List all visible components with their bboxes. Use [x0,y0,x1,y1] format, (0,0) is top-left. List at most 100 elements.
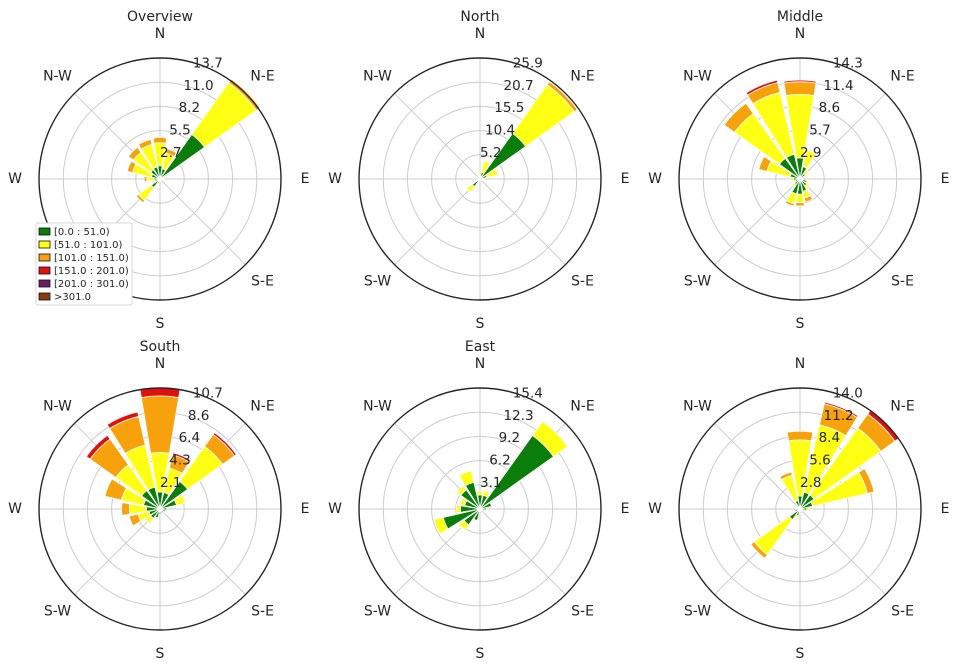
direction-label: W [8,171,22,187]
grid-spoke [714,178,801,265]
radial-tick-label: 5.2 [480,145,501,161]
bar-segment [128,513,142,527]
direction-label: S [156,646,165,662]
direction-label: W [8,501,22,517]
polar-frame [678,57,922,301]
direction-label: N-E [890,68,914,84]
radial-tick-label: 13.7 [193,56,223,72]
direction-label: S [796,646,805,662]
chart-title: Middle [777,9,823,25]
radial-tick-label: 5.6 [809,453,830,469]
grid-spoke [799,508,886,595]
windrose-panel-4: 2.1 4.3 6.4 8.6 10.7 N N-E E S-E S S-W W N-W South [8,339,309,662]
bar-segment [459,497,468,506]
bar-segment [162,175,167,179]
direction-label: N-W [43,68,72,84]
radial-tick-label: 20.7 [504,78,534,94]
polar-frame [38,387,282,631]
legend-swatch [38,279,51,288]
radial-tick-label: 5.5 [169,123,190,139]
bar-segment [723,102,754,133]
radial-tick-label: 14.0 [833,386,863,402]
legend-swatch [38,227,51,236]
bar-segment [135,193,146,204]
radial-tick-label: 8.2 [179,100,200,116]
direction-label: S [476,316,485,332]
bar-segment [531,420,569,458]
legend-label: [51.0 : 101.0) [54,240,123,251]
direction-label: N-W [363,68,392,84]
legend-label: [0.0 : 51.0) [54,227,110,238]
grid-spoke [479,508,566,595]
legend-swatch [38,266,51,275]
direction-label: S-E [251,604,274,620]
bar-segment [477,174,480,178]
radial-tick-label: 3.1 [480,475,501,491]
bar-segment [121,502,131,516]
windrose-panel-2: 5.2 10.4 15.5 20.7 25.9 N N-E E S-E S S-W W N-W North [328,9,629,332]
radial-tick-label: 4.3 [169,453,190,469]
direction-label: S-E [571,604,594,620]
bar-segment [152,136,168,139]
direction-label: N [795,26,805,42]
bar-segment [479,507,487,511]
bar-segment [151,179,157,184]
direction-label: N-E [890,398,914,414]
radial-tick-label: 6.2 [489,453,510,469]
bar-segment [802,149,817,169]
direction-label: E [301,171,310,187]
grid-spoke [394,93,481,180]
direction-label: N-E [570,68,594,84]
bar-segment [806,506,810,512]
direction-label: N-W [683,68,712,84]
bar-segment [85,434,111,460]
legend-swatch [38,292,51,301]
bar-segment [433,517,449,535]
legend-label: [201.0 : 301.0) [54,279,129,290]
radial-tick-label: 12.3 [504,408,534,424]
windrose-panel-5: 3.1 6.2 9.2 12.3 15.4 N N-E E S-E S S-W W N-W East [328,339,629,662]
bar-segment [482,177,486,181]
bar-segment [750,541,768,559]
grid-spoke [479,178,566,265]
bar-segment [456,504,462,514]
direction-label: S-W [364,274,391,290]
bar-segment [104,478,127,501]
direction-label: E [621,501,630,517]
bar-segment [173,494,186,506]
chart-title: East [465,339,496,355]
radial-tick-label: 2.9 [800,145,821,161]
polar-frame [358,387,602,631]
radial-tick-label: 2.1 [160,475,181,491]
radial-tick-label: 8.6 [188,408,209,424]
radial-tick-label: 2.7 [160,145,181,161]
radial-tick-label: 11.0 [184,78,214,94]
bar-segment [140,395,180,454]
direction-label: N-W [363,398,392,414]
bar-segment [144,515,154,525]
radial-tick-label: 15.5 [494,100,524,116]
bar-segment [482,490,491,498]
bar-segment [476,490,484,496]
legend-label: >301.0 [54,292,91,303]
bar-segment [794,514,799,519]
direction-label: N-E [570,398,594,414]
direction-label: N-E [250,398,274,414]
grid-spoke [799,178,886,265]
bar-segment [456,485,467,496]
bar-segment [795,193,805,204]
chart-title: North [460,9,499,25]
radial-tick-label: 14.3 [833,56,863,72]
bar-segment [823,401,859,418]
direction-label: S-E [891,274,914,290]
bar-segment [795,201,805,207]
bar-segment [228,78,261,111]
radial-tick-label: 10.7 [193,386,223,402]
bar-segment [791,182,797,188]
legend: [0.0 : 51.0) [51.0 : 101.0) [101.0 : 151.0… [35,222,133,306]
direction-label: E [301,501,310,517]
direction-label: N [155,356,165,372]
polar-frame [358,57,602,301]
bar-segment [143,175,148,183]
